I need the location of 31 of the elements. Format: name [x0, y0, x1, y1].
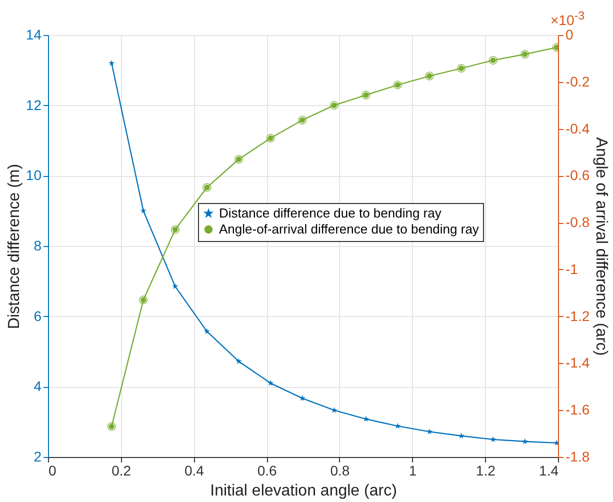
y-tick-label: 2	[34, 448, 42, 464]
x-tick-label: 0	[48, 462, 56, 478]
y-tick-label: 4	[34, 378, 42, 394]
x-tick-label: 1.2	[476, 462, 496, 478]
x-tick-label: 1.4	[539, 462, 559, 478]
y-tick-label: 10	[26, 167, 42, 184]
y-tick-label: 8	[34, 238, 42, 254]
y2-tick-label: -1.8	[566, 448, 590, 464]
legend-label: Angle-of-arrival difference due to bending ray	[219, 222, 480, 236]
x-tick-label: 0.6	[257, 462, 278, 478]
y-axis-title: Distance difference (m)	[6, 164, 23, 330]
legend-label: Distance difference due to bending ray	[219, 206, 442, 220]
y2-tick-label: -1	[566, 260, 578, 277]
y-tick-label: 14	[26, 26, 42, 42]
y2-tick-label: -0.2	[566, 73, 590, 90]
x-tick-label: 0.4	[184, 462, 204, 478]
x-tick-label: 0.8	[330, 462, 350, 478]
y2-tick-label: -0.8	[566, 214, 590, 230]
y2-axis-title: Angle of arrival difference (arc)	[592, 137, 610, 356]
x-tick-label: 1	[408, 462, 417, 478]
y-tick-label: 6	[34, 308, 42, 324]
x-axis-title: Initial elevation angle (arc)	[210, 482, 397, 500]
text: ×10$^{-3}$	[550, 10, 585, 28]
y-tick-label: 12	[26, 96, 42, 113]
y2-tick-label: -1.6	[566, 402, 590, 418]
y2-tick-label: -1.2	[566, 308, 590, 324]
y2-tick-label: -0.4	[566, 120, 590, 136]
x-tick-label: 0.2	[112, 462, 132, 478]
y2-tick-label: -0.6	[566, 167, 590, 184]
y2-tick-label: -1.4	[566, 354, 590, 371]
y2-tick-label: 0	[566, 26, 574, 42]
